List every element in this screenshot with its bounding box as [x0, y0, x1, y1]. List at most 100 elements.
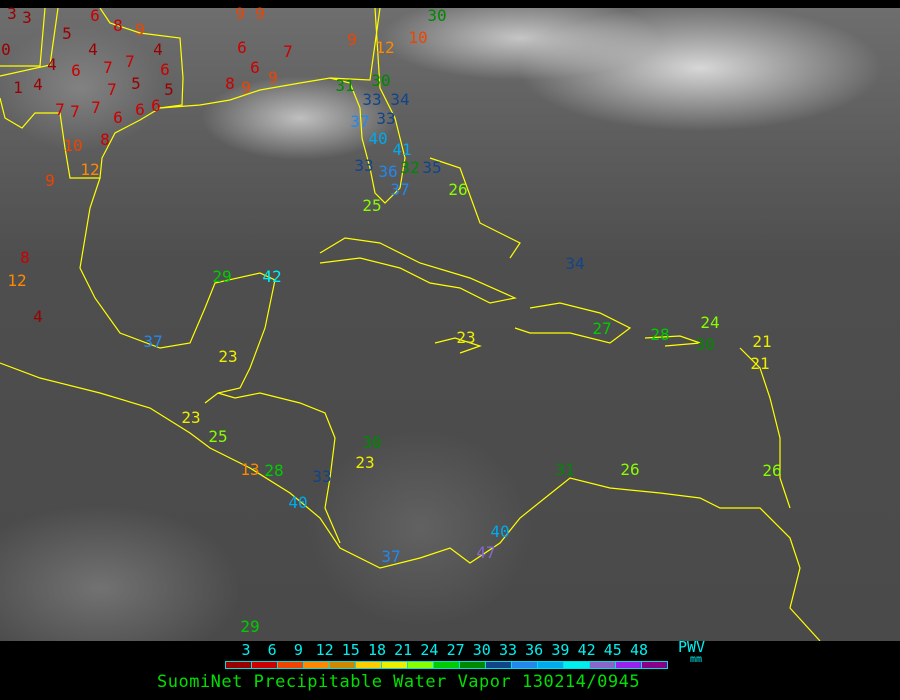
station-pwv-value: 9 [45, 171, 55, 190]
station-pwv-value: 12 [375, 38, 395, 57]
station-pwv-value: 23 [181, 408, 201, 427]
station-pwv-value: 8 [100, 130, 110, 149]
station-pwv-value: 25 [362, 196, 382, 215]
station-pwv-value: 23 [355, 453, 375, 472]
mexico-coast [79, 177, 276, 404]
station-pwv-value: 9 [135, 20, 145, 39]
color-bar-segment [512, 662, 538, 668]
central-america-coast [217, 392, 341, 544]
legend-tick-label: 39 [551, 641, 570, 659]
station-pwv-value: 24 [700, 313, 720, 332]
station-pwv-value: 5 [62, 24, 72, 43]
station-pwv-value: 9 [235, 4, 245, 23]
station-pwv-value: 12 [7, 271, 27, 290]
station-pwv-value: 40 [288, 493, 308, 512]
color-bar-segment [486, 662, 512, 668]
legend-tick-label: 15 [341, 641, 360, 659]
station-pwv-value: 37 [143, 332, 163, 351]
station-pwv-value: 29 [212, 267, 232, 286]
color-scale-legend: 3 6 9 12 15 18 21 24 27 30 33 36 39 42 45 48 PWV mm Suo… [0, 638, 900, 700]
color-bar-segment [460, 662, 486, 668]
station-pwv-value: 32 [400, 158, 420, 177]
color-bar-segment [564, 662, 590, 668]
station-pwv-value: 6 [160, 60, 170, 79]
station-pwv-value: 36 [378, 162, 398, 181]
legend-tick-label: 9 [293, 641, 303, 659]
legend-tick-label: 45 [603, 641, 622, 659]
legend-tick-label: 42 [577, 641, 596, 659]
station-pwv-value: 47 [476, 543, 496, 562]
color-bar-segment [642, 662, 667, 668]
station-pwv-value: 7 [55, 100, 65, 119]
texas-border [0, 8, 46, 67]
station-pwv-value: 9 [255, 4, 265, 23]
station-pwv-value: 4 [153, 40, 163, 59]
station-pwv-value: 5 [164, 80, 174, 99]
station-pwv-value: 30 [371, 71, 391, 90]
station-pwv-value: 7 [107, 80, 117, 99]
color-bar-segment [382, 662, 408, 668]
state-border [0, 8, 59, 77]
station-pwv-value: 6 [250, 58, 260, 77]
station-pwv-value: 9 [347, 30, 357, 49]
station-pwv-value: 30 [427, 6, 447, 25]
legend-tick-label: 30 [472, 641, 491, 659]
unit-sublabel: mm [690, 654, 703, 665]
station-pwv-value: 31 [335, 76, 355, 95]
station-pwv-value: 5 [131, 74, 141, 93]
mexico-pacific-coast [0, 362, 821, 641]
color-bar-segment [278, 662, 304, 668]
station-pwv-value: 37 [381, 547, 401, 566]
bahamas [429, 157, 521, 259]
legend-tick-label: 18 [367, 641, 387, 659]
station-pwv-value: 30 [362, 433, 382, 452]
station-pwv-value: 23 [456, 328, 476, 347]
florida-peninsula [329, 8, 381, 81]
station-pwv-value: 10 [408, 28, 428, 47]
station-pwv-value: 6 [237, 38, 247, 57]
station-pwv-value: 8 [113, 16, 123, 35]
station-pwv-value: 25 [208, 427, 228, 446]
station-pwv-value: 3 [22, 8, 32, 27]
station-pwv-value: 34 [565, 254, 585, 273]
station-pwv-value: 7 [91, 98, 101, 117]
map-title: SuomiNet Precipitable Water Vapor 130214… [157, 672, 641, 692]
station-pwv-value: 40 [368, 129, 388, 148]
station-pwv-value: 13 [240, 460, 260, 479]
hispaniola [514, 302, 632, 344]
station-pwv-value: 4 [47, 55, 57, 74]
puerto-rico [644, 335, 701, 347]
station-pwv-value: 7 [103, 58, 113, 77]
station-pwv-value: 8 [225, 74, 235, 93]
station-pwv-value: 9 [241, 78, 251, 97]
station-pwv-value: 4 [33, 75, 43, 94]
station-pwv-value: 33 [376, 109, 396, 128]
station-pwv-value: 40 [490, 522, 510, 541]
station-pwv-value: 6 [135, 100, 145, 119]
station-pwv-value: 0 [1, 40, 11, 59]
station-pwv-value: 6 [71, 61, 81, 80]
unit-label: PWV [678, 638, 706, 656]
legend-tick-label: 12 [315, 641, 334, 659]
legend-tick-label: 6 [267, 641, 277, 659]
station-pwv-value: 42 [262, 267, 282, 286]
station-pwv-value: 12 [80, 160, 100, 179]
legend-tick-label: 3 [241, 641, 251, 659]
gulf-coast-texas [0, 8, 406, 204]
station-pwv-value: 10 [63, 136, 83, 155]
state-border [99, 8, 184, 109]
legend-tick-label: 33 [498, 641, 518, 659]
color-bar-segment [408, 662, 434, 668]
station-pwv-value: 3 [7, 4, 17, 23]
color-bar-segment [356, 662, 382, 668]
station-pwv-value: 34 [390, 90, 410, 109]
station-pwv-value: 33 [362, 90, 382, 109]
legend-tick-label: 24 [420, 641, 439, 659]
station-pwv-value: 27 [592, 319, 612, 338]
satellite-image: 3 3 0 5 6 8 9 4 4 6 1 4 7 7 7 5 4 6 5 7 7 7 6 6 6 8 10 12 9 8 12 4 9 9 6 7 6… [0, 4, 900, 641]
station-pwv-value: 28 [650, 325, 670, 344]
legend-tick-label: 48 [629, 641, 649, 659]
station-pwv-value: 37 [350, 112, 370, 131]
station-pwv-value: 28 [264, 461, 284, 480]
color-bar-segment [252, 662, 278, 668]
